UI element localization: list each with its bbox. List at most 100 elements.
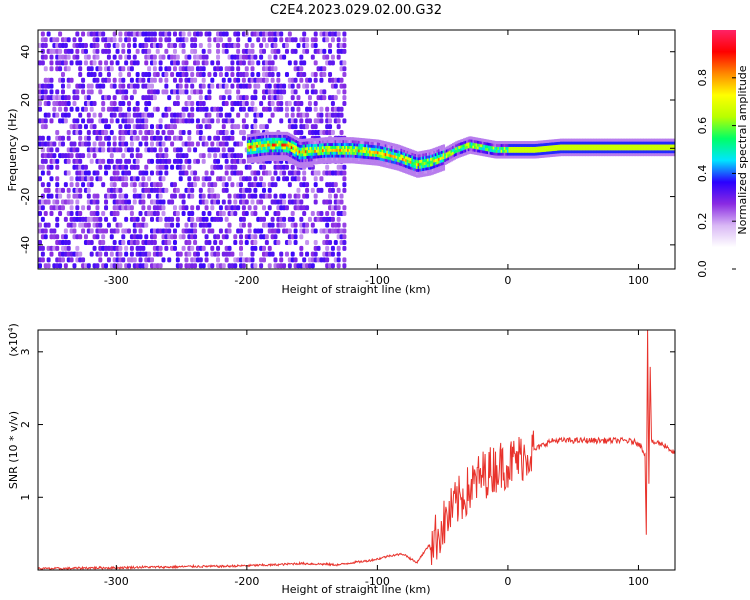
spectrogram-signal-cell (273, 149, 276, 153)
spectrogram-noise-cell (224, 48, 229, 54)
spectrogram-signal-cell (264, 132, 267, 136)
spectrogram-signal-cell (593, 141, 596, 145)
snr-background (38, 330, 675, 570)
spectrogram-signal-cell (661, 138, 665, 142)
spectrogram-signal-cell (401, 160, 405, 164)
spectrogram-noise-cell (187, 164, 192, 170)
spectrogram-signal-cell (409, 160, 413, 164)
spectrogram-signal-cell (414, 150, 417, 154)
spectrogram-signal-cell (658, 138, 662, 142)
spectrogram-noise-cell (152, 60, 157, 66)
spectrogram-noise-cell (227, 176, 232, 182)
spectrogram-signal-cell (336, 157, 339, 161)
spectrogram-noise-cell (299, 245, 304, 251)
spectrogram-signal-cell (267, 143, 270, 147)
spectrogram-signal-cell (408, 160, 411, 164)
spectrogram-signal-cell (267, 131, 270, 135)
spectrogram-signal-cell (414, 174, 417, 178)
spectrogram-signal-cell (600, 153, 604, 157)
spectrogram-signal-cell (502, 152, 505, 156)
spectrogram-signal-cell (348, 137, 352, 141)
spectrogram-signal-cell (480, 144, 483, 148)
spectrogram-signal-cell (600, 150, 604, 154)
spectrogram-signal-cell (259, 144, 262, 148)
spectrogram-noise-cell (319, 77, 324, 83)
spectrogram-signal-cell (478, 138, 482, 142)
spectrogram-signal-cell (575, 138, 579, 142)
spectrogram-signal-cell (533, 146, 536, 150)
spectrogram-signal-cell (307, 141, 311, 145)
spectrogram-signal-cell (271, 131, 275, 135)
spectrogram-noise-cell (210, 83, 215, 89)
spectrogram-signal-cell (345, 151, 348, 155)
spectrogram-noise-cell (227, 245, 232, 251)
spectrogram-signal-cell (315, 149, 319, 153)
spectrogram-signal-cell (470, 139, 474, 143)
spectrogram-noise-cell (144, 164, 149, 170)
spectrogram-signal-cell (497, 141, 500, 145)
spectrogram-signal-cell (613, 153, 616, 157)
spectrogram-noise-cell (227, 193, 232, 199)
spectrogram-noise-cell (299, 216, 304, 222)
spectrogram-signal-cell (488, 145, 491, 149)
spectrogram-signal-cell (325, 145, 328, 149)
spectrogram-signal-cell (556, 153, 560, 157)
spectrogram-noise-cell (43, 124, 48, 130)
spectrogram-noise-cell (106, 43, 111, 49)
spectrogram-signal-cell (275, 155, 278, 159)
spectrogram-signal-cell (348, 160, 352, 164)
spectrogram-noise-cell (313, 100, 318, 106)
spectrogram-noise-cell (330, 187, 335, 193)
spectrogram-signal-cell (246, 154, 250, 158)
spectrogram-signal-cell (412, 164, 416, 168)
spectrogram-noise-cell (121, 83, 126, 89)
spectrogram-noise-cell (218, 228, 223, 234)
spectrogram-signal-cell (322, 146, 325, 150)
spectrogram-signal-cell (270, 137, 273, 141)
spectrogram-signal-cell (325, 151, 328, 155)
spectrogram-signal-cell (318, 137, 322, 141)
spectrogram-noise-cell (299, 234, 304, 240)
spectrogram-signal-cell (475, 151, 478, 155)
spectrogram-noise-cell (118, 245, 123, 251)
spectrogram-signal-cell (333, 157, 336, 161)
spectrogram-signal-cell (281, 134, 284, 138)
spectrogram-noise-cell (216, 257, 221, 263)
spectrogram-noise-cell (101, 100, 106, 106)
spectrogram-signal-cell (276, 149, 280, 153)
spectrogram-noise-cell (336, 31, 341, 37)
spectrogram-noise-cell (43, 43, 48, 49)
spectrogram-signal-cell (627, 138, 630, 142)
spectrogram-signal-cell (508, 141, 511, 145)
spectrogram-noise-cell (284, 72, 289, 78)
spectrogram-signal-cell (517, 146, 521, 150)
spectrogram-signal-cell (347, 140, 350, 144)
spectrogram-signal-cell (251, 136, 254, 140)
spectrogram-signal-cell (455, 144, 458, 148)
spectrogram-noise-cell (310, 211, 315, 217)
spectrogram-noise-cell (218, 37, 223, 43)
spectrogram-noise-cell (93, 269, 97, 274)
spectrogram-noise-cell (330, 54, 335, 60)
spectrogram-signal-cell (668, 141, 671, 145)
spectrogram-signal-cell (671, 144, 674, 148)
spectrogram-signal-cell (320, 160, 323, 164)
spectrogram-signal-cell (373, 159, 377, 163)
spectrogram-noise-cell (155, 129, 160, 135)
spectrogram-signal-cell (387, 156, 391, 160)
spectrogram-noise-cell (106, 222, 111, 228)
spectrogram-noise-cell (184, 106, 189, 112)
spectrogram-signal-cell (365, 144, 369, 148)
spectrogram-noise-cell (132, 129, 137, 135)
spectrogram-signal-cell (329, 140, 333, 144)
spectrogram-signal-cell (331, 160, 334, 164)
spectrogram-signal-cell (669, 153, 673, 157)
spectrogram-signal-cell (251, 133, 254, 137)
spectrogram-signal-cell (566, 150, 569, 154)
spectrogram-signal-cell (345, 145, 348, 149)
spectrogram-signal-cell (661, 147, 665, 151)
spectrogram-signal-cell (257, 138, 261, 142)
spectrogram-noise-cell (290, 83, 295, 89)
spectrogram-signal-cell (340, 137, 344, 141)
spectrogram-signal-cell (539, 140, 543, 144)
